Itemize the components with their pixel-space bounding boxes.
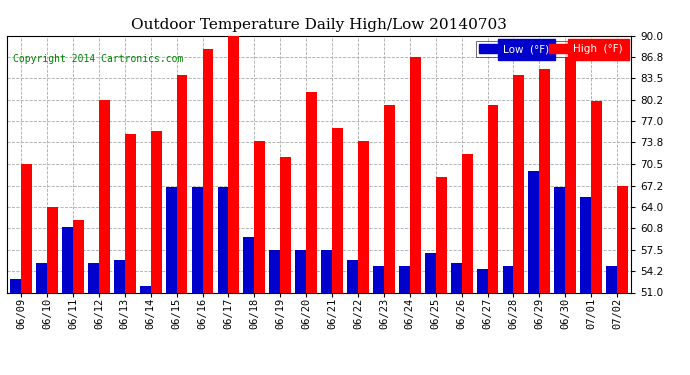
Bar bbox=[502, 266, 513, 292]
Bar bbox=[192, 187, 203, 292]
Bar bbox=[217, 187, 228, 292]
Bar bbox=[399, 266, 410, 292]
Bar bbox=[591, 102, 602, 292]
Bar bbox=[565, 42, 576, 292]
Bar bbox=[358, 141, 369, 292]
Bar bbox=[529, 171, 540, 292]
Title: Outdoor Temperature Daily High/Low 20140703: Outdoor Temperature Daily High/Low 20140… bbox=[131, 18, 507, 32]
Bar bbox=[513, 75, 524, 292]
Bar bbox=[10, 279, 21, 292]
Bar bbox=[150, 131, 161, 292]
Bar bbox=[306, 92, 317, 292]
Bar bbox=[607, 266, 617, 292]
Bar bbox=[488, 105, 498, 292]
Bar bbox=[269, 250, 280, 292]
Bar bbox=[617, 186, 628, 292]
Bar bbox=[295, 250, 306, 292]
Bar bbox=[99, 100, 110, 292]
Bar bbox=[244, 237, 255, 292]
Bar bbox=[166, 187, 177, 292]
Bar bbox=[477, 270, 488, 292]
Bar bbox=[114, 260, 125, 292]
Bar bbox=[373, 266, 384, 292]
Bar bbox=[322, 250, 332, 292]
Bar bbox=[88, 263, 99, 292]
Bar bbox=[125, 134, 136, 292]
Bar bbox=[425, 253, 435, 292]
Bar bbox=[177, 75, 188, 292]
Bar bbox=[47, 207, 58, 292]
Bar bbox=[255, 141, 265, 292]
Bar bbox=[384, 105, 395, 292]
Bar bbox=[62, 226, 73, 292]
Bar bbox=[203, 49, 213, 292]
Bar bbox=[540, 69, 550, 292]
Legend: Low  (°F), High  (°F): Low (°F), High (°F) bbox=[476, 41, 626, 57]
Bar bbox=[347, 260, 358, 292]
Bar bbox=[36, 263, 47, 292]
Bar bbox=[332, 128, 343, 292]
Bar bbox=[21, 164, 32, 292]
Bar bbox=[228, 36, 239, 292]
Bar bbox=[410, 57, 421, 292]
Bar bbox=[435, 177, 446, 292]
Bar bbox=[280, 158, 291, 292]
Bar bbox=[462, 154, 473, 292]
Bar bbox=[451, 263, 462, 292]
Bar bbox=[580, 197, 591, 292]
Text: Copyright 2014 Cartronics.com: Copyright 2014 Cartronics.com bbox=[13, 54, 184, 64]
Bar bbox=[140, 286, 150, 292]
Bar bbox=[554, 187, 565, 292]
Bar bbox=[73, 220, 84, 292]
